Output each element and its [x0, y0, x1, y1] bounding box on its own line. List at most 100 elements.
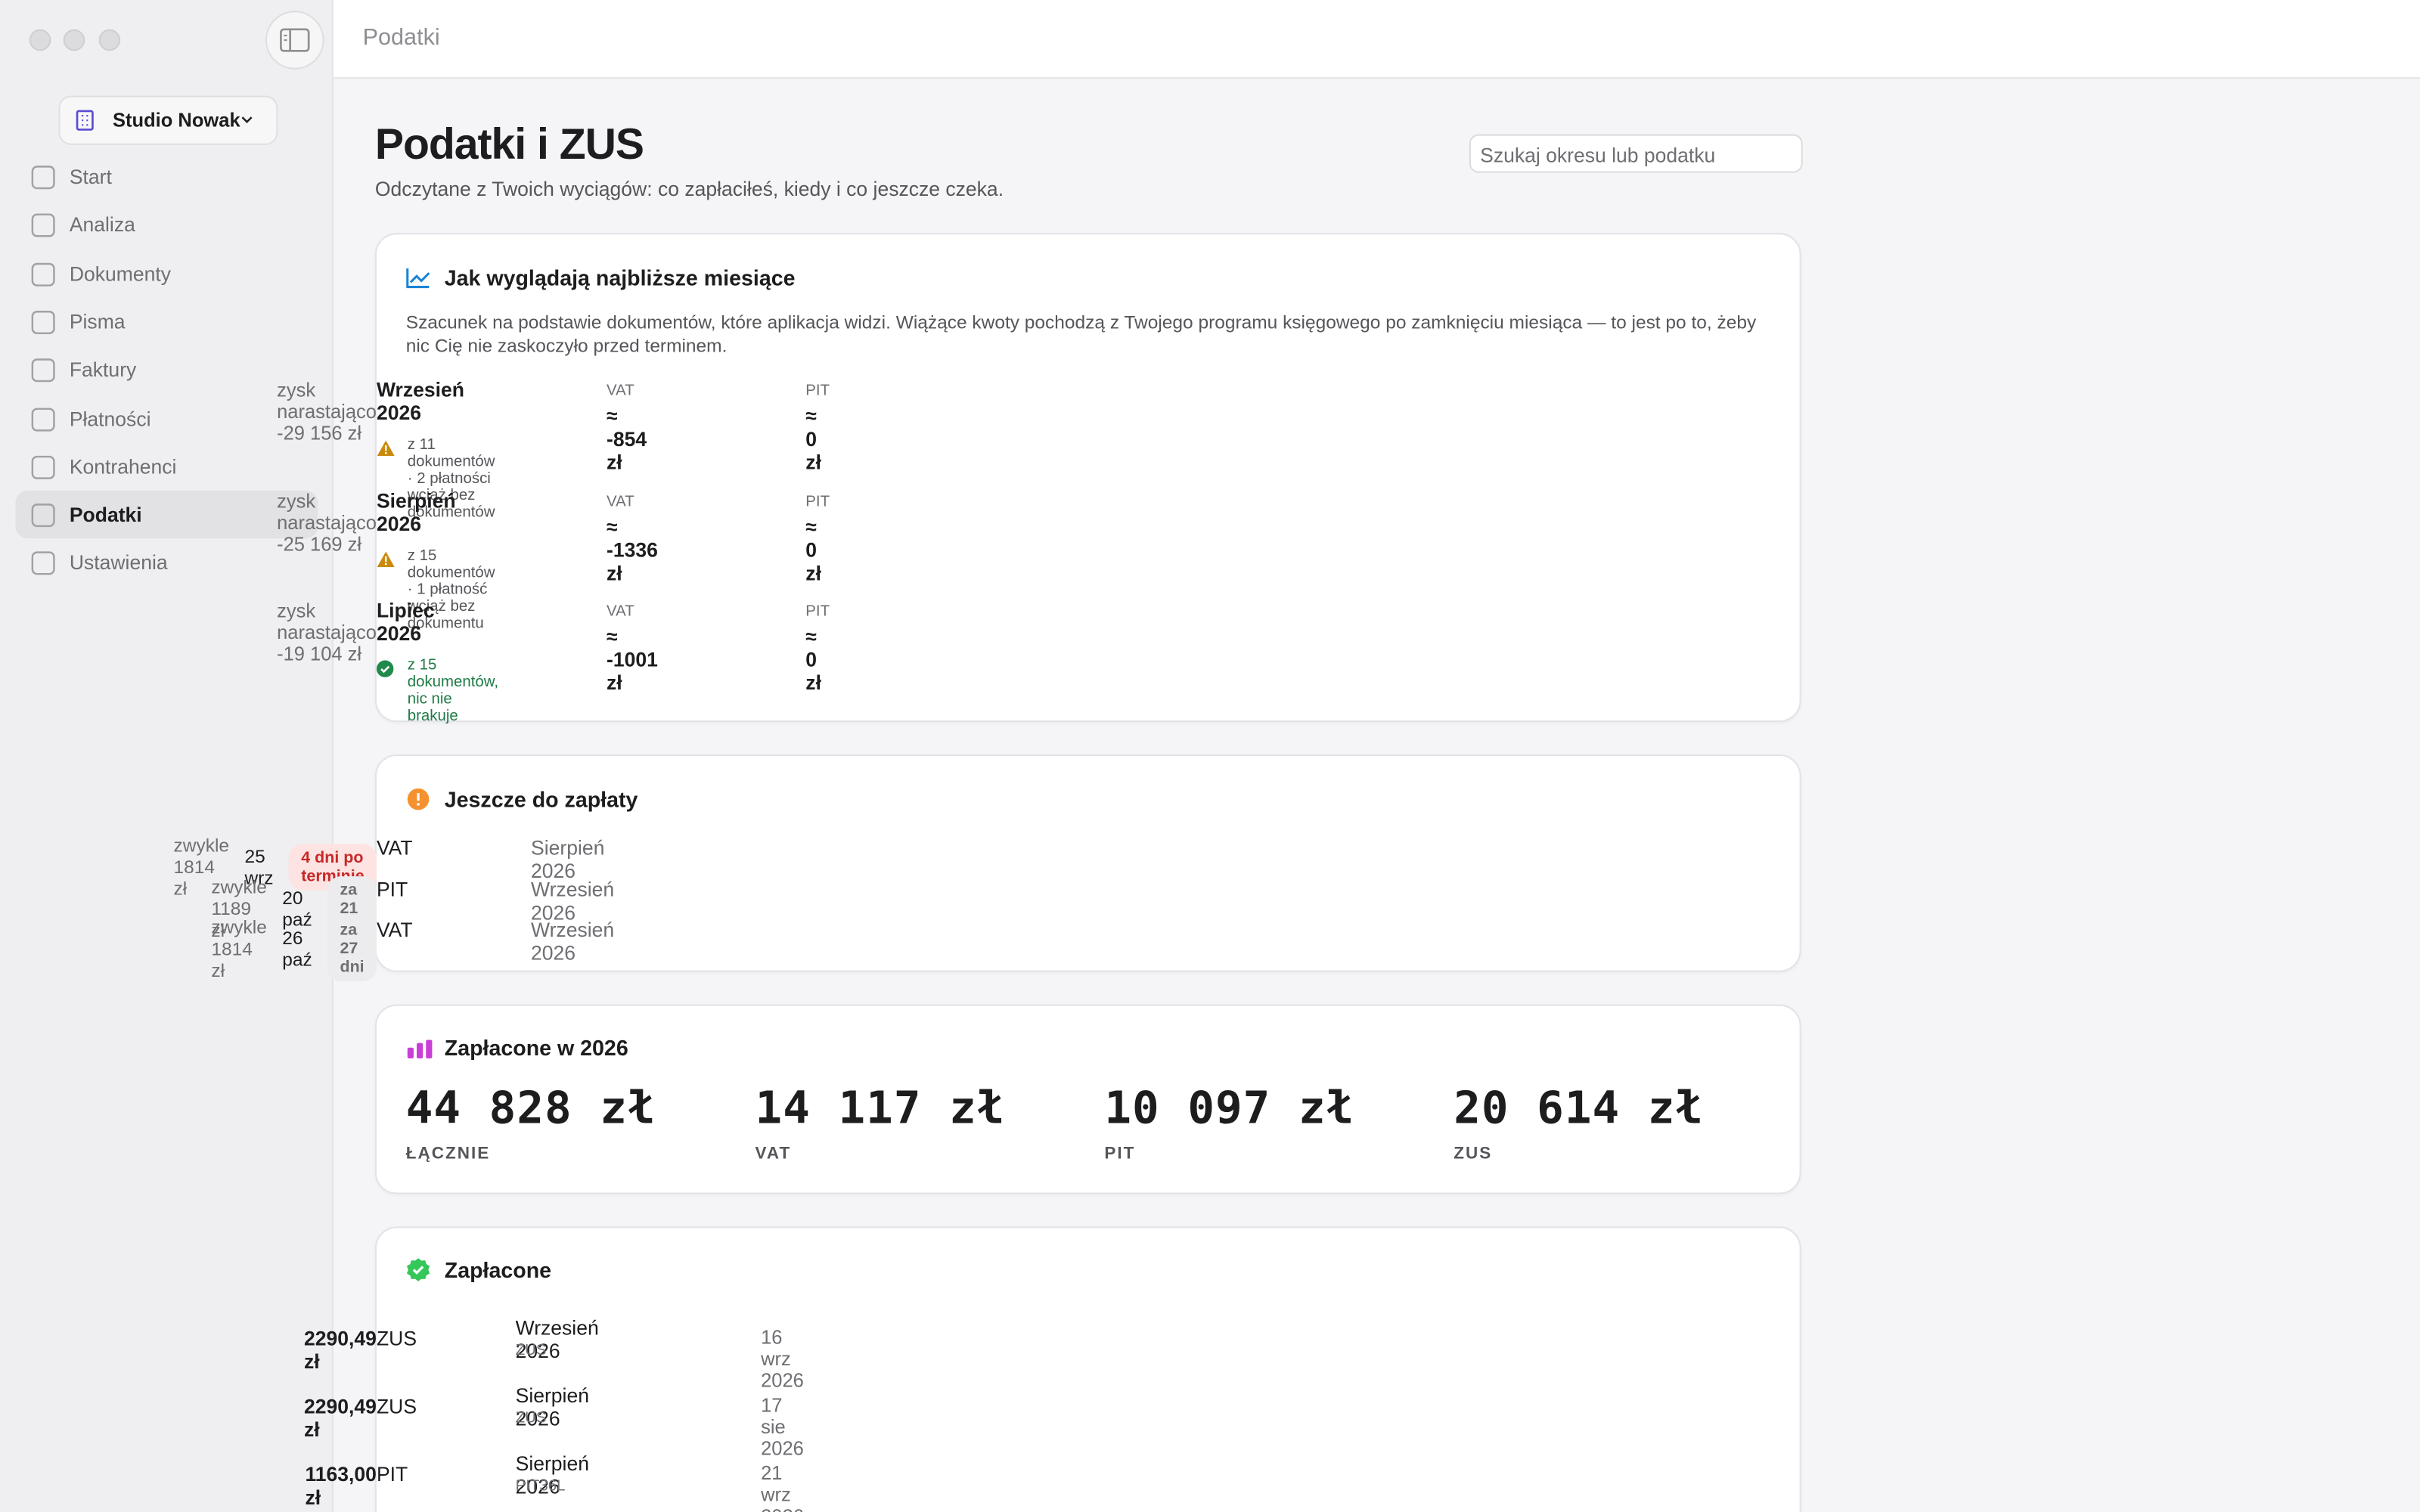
month-name: Wrzesień 2026: [376, 377, 464, 425]
month-name: Lipiec 2026: [376, 598, 435, 646]
stat-amount: 10 097 zł: [1104, 1081, 1354, 1134]
nav-label: Faktury: [69, 358, 137, 382]
period: Wrzesień 2026: [515, 1315, 599, 1363]
nav-item[interactable]: Pisma: [15, 298, 318, 345]
tax-name: ZUS: [376, 1394, 417, 1418]
period: Wrzesień 2026: [531, 877, 615, 924]
vat-label: VAT: [607, 493, 634, 510]
nav-label: Pisma: [69, 309, 126, 333]
form-type: ZUS: [515, 1342, 547, 1359]
tax-name: VAT: [376, 836, 413, 860]
icon: [377, 547, 395, 575]
tax-name: PIT: [376, 1462, 408, 1486]
nav-label: Podatki: [69, 503, 142, 527]
stat-amount: 14 117 zł: [755, 1081, 1005, 1134]
paid-amount: 2290,49 zł: [304, 1327, 377, 1374]
page-title: Podatki i ZUS: [374, 120, 644, 169]
sidebar-toggle[interactable]: [265, 11, 324, 70]
period: Sierpień 2026: [515, 1383, 589, 1430]
pit-label: PIT: [805, 603, 830, 621]
workspace-name: Studio Nowak: [112, 109, 240, 132]
status-note: z 11 dokumentów · 2 płatności wciąż bez …: [407, 436, 495, 522]
status-note: z 15 dokumentów, nic nie brakuje: [407, 657, 499, 726]
card-title: Jeszcze do zapłaty: [444, 786, 638, 812]
nav-item[interactable]: Start: [15, 153, 318, 200]
search-field[interactable]: Szukaj okresu lub podatku: [1469, 134, 1803, 173]
vat-label: VAT: [607, 603, 634, 621]
month-name: Sierpień 2026: [376, 488, 456, 535]
payment-date: 21 wrz 2026: [761, 1462, 804, 1512]
paid-summary-card: Zapłacone w 2026 44 828 zł ŁĄCZNIE 14 117 …: [374, 1004, 1801, 1194]
pit-label: PIT: [805, 383, 830, 400]
nav-item[interactable]: Faktury: [15, 346, 318, 394]
cumulative-profit: zysk narastająco -25 169 zł: [277, 489, 377, 555]
period: Sierpień 2026: [515, 1452, 589, 1498]
due-card: Jeszcze do zapłaty VAT Sierpień 2026 zwykl…: [174, 754, 1801, 981]
pit-value: ≈ 0 zł: [805, 624, 821, 695]
due-badge: za 27 dni: [327, 916, 377, 981]
payment-date: 16 wrz 2026: [761, 1327, 804, 1392]
stat-label: VAT: [755, 1145, 792, 1163]
paid-amount: 1163,00 zł: [305, 1462, 377, 1509]
icon: [377, 437, 395, 465]
period: Wrzesień 2026: [531, 918, 615, 965]
card-title: Jak wyglądają najbliższe miesiące: [444, 265, 796, 290]
page-subtitle: Odczytane z Twoich wyciągów: co zapłacił…: [374, 177, 1004, 201]
pit-value: ≈ 0 zł: [805, 404, 821, 474]
tax-name: VAT: [376, 918, 413, 941]
pit-value: ≈ 0 zł: [805, 514, 821, 584]
window-close[interactable]: [29, 29, 51, 51]
cumulative-profit: zysk narastająco -19 104 zł: [277, 600, 377, 665]
stat-label: PIT: [1104, 1145, 1136, 1163]
vat-value: ≈ -854 zł: [607, 404, 647, 474]
due-date: 26 paź: [282, 927, 312, 971]
payment-date: 17 sie 2026: [761, 1394, 804, 1460]
vat-value: ≈ -1336 zł: [607, 514, 658, 584]
tax-name: ZUS: [376, 1327, 417, 1350]
nav-label: Płatności: [69, 406, 151, 430]
nav-label: Dokumenty: [69, 262, 172, 285]
period: Sierpień 2026: [531, 836, 605, 883]
usual-amount: zwykle 1814 zł: [211, 916, 267, 981]
status-note: z 15 dokumentów · 1 płatność wciąż bez d…: [407, 547, 495, 632]
nav-item[interactable]: Podatki: [15, 491, 318, 539]
nav-label: Ustawienia: [69, 551, 168, 575]
pit-label: PIT: [805, 493, 830, 510]
icon: [376, 657, 394, 685]
vat-value: ≈ -1001 zł: [607, 624, 658, 695]
window-minimize[interactable]: [63, 29, 85, 51]
window-zoom[interactable]: [98, 29, 121, 51]
nav-label: Start: [69, 165, 112, 188]
tax-name: PIT: [376, 877, 408, 900]
sidebar: Studio Nowak Start Analiza Dokumenty Pisma F…: [0, 0, 334, 1512]
nav-item[interactable]: Kontrahenci: [15, 442, 318, 490]
paid-card: Zapłacone ZUS Wrzesień 2026 ZUS 16 wrz 2026…: [304, 1226, 1801, 1512]
nav-item[interactable]: Analiza: [15, 201, 318, 249]
form-type: PIT36L: [515, 1478, 566, 1495]
usual-amount: zwykle 1814 zł: [173, 835, 230, 900]
stat-label: ZUS: [1454, 1145, 1493, 1163]
vat-label: VAT: [607, 383, 634, 400]
workspace-switcher[interactable]: Studio Nowak: [58, 95, 278, 145]
nav-label: Kontrahenci: [69, 454, 177, 479]
nav-item[interactable]: Dokumenty: [15, 249, 318, 297]
nav-item[interactable]: Płatności: [15, 394, 318, 442]
due-date: 20 paź: [282, 886, 312, 930]
due-date: 25 wrz: [244, 845, 274, 889]
paid-amount: 2290,49 zł: [304, 1394, 377, 1442]
nav-item[interactable]: Ustawienia: [15, 539, 318, 587]
stat-amount: 44 828 zł: [405, 1081, 656, 1134]
top-bar: Podatki: [333, 0, 2420, 79]
card-title: Zapłacone: [444, 1257, 552, 1282]
forecast-card: Jak wyglądają najbliższe miesiące Szacun…: [277, 233, 1801, 726]
card-description: Szacunek na podstawie dokumentów, które …: [405, 311, 1757, 357]
cumulative-profit: zysk narastająco -29 156 zł: [277, 380, 377, 445]
usual-amount: zwykle 1189 zł: [211, 875, 267, 940]
stat-label: ŁĄCZNIE: [405, 1145, 491, 1163]
due-details: zwykle 1814 zł 26 paź za 27 dni: [211, 916, 377, 981]
card-title: Zapłacone w 2026: [444, 1035, 628, 1061]
window-title: Podatki: [362, 24, 440, 51]
stat-amount: 20 614 zł: [1454, 1081, 1704, 1134]
